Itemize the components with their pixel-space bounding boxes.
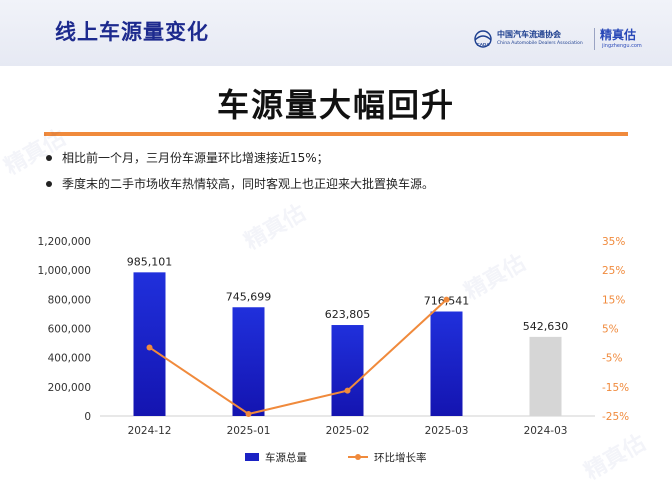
bar — [430, 311, 463, 416]
line-point — [344, 387, 351, 394]
x-tick-label: 2024-03 — [524, 425, 568, 437]
x-tick-label: 2025-01 — [227, 425, 271, 437]
association-name: 中国汽车流通协会 — [497, 30, 561, 39]
bullet-item: 相比前一个月，三月份车源量环比增速接近15%； — [44, 150, 644, 166]
bar-value-label: 985,101 — [127, 255, 173, 268]
association-name-en: China Automobile Dealers Association — [497, 41, 583, 46]
y-right-tick-label: -25% — [602, 411, 629, 423]
y-left-tick-label: 200,000 — [48, 382, 91, 394]
line-series-growth-rate — [148, 298, 448, 416]
legend-bar-label: 车源总量 — [265, 451, 307, 464]
header-bar — [0, 0, 672, 66]
bullet-text: 季度末的二手市场收车热情较高，同时客观上也正迎来大批置换车源。 — [62, 177, 435, 191]
y-right-tick-label: 15% — [602, 294, 625, 306]
jzg-logo: 精真估 jingzhengu.com — [600, 26, 664, 52]
y-left-tick-label: 1,000,000 — [38, 265, 91, 277]
y-left-tick-label: 800,000 — [48, 294, 91, 306]
bar-value-label: 745,699 — [226, 290, 272, 303]
bar-value-label: 623,805 — [325, 308, 371, 321]
line-point — [245, 410, 252, 417]
bar-value-label: 542,630 — [523, 320, 569, 333]
y-right-tick-label: -15% — [602, 382, 629, 394]
jzg-name: 精真估 — [600, 28, 637, 42]
y-left-tick-label: 0 — [84, 411, 91, 423]
section-title: 线上车源量变化 — [55, 20, 209, 44]
bullet-text: 相比前一个月，三月份车源量环比增速接近15%； — [62, 151, 329, 165]
bullet-item: 季度末的二手市场收车热情较高，同时客观上也正迎来大批置换车源。 — [44, 176, 644, 192]
y-right-tick-label: -5% — [602, 353, 622, 365]
y-left-tick-label: 1,200,000 — [38, 236, 91, 248]
y-right-tick-label: 35% — [602, 236, 625, 248]
association-logo: CADA 中国汽车流通协会 China Automobile Dealers A… — [472, 28, 590, 50]
line-point — [146, 344, 153, 351]
logo-divider — [594, 28, 595, 50]
line-point — [443, 296, 450, 303]
legend-line-label: 环比增长率 — [374, 451, 427, 464]
bar — [232, 307, 265, 416]
orange-divider — [44, 132, 628, 136]
bullet-dot-icon — [46, 181, 52, 187]
bullet-list: 相比前一个月，三月份车源量环比增速接近15%； 季度末的二手市场收车热情较高，同… — [44, 150, 644, 202]
x-tick-label: 2025-03 — [425, 425, 469, 437]
bar — [331, 325, 364, 416]
bar — [133, 272, 166, 416]
y-left-tick-label: 600,000 — [48, 324, 91, 336]
bar — [529, 336, 562, 416]
association-abbr: CADA — [477, 42, 491, 47]
bullet-dot-icon — [46, 155, 52, 161]
y-left-tick-label: 400,000 — [48, 353, 91, 365]
legend-line-marker — [355, 454, 361, 460]
association-emblem-icon: CADA — [474, 30, 492, 48]
x-tick-label: 2024-12 — [128, 425, 172, 437]
jzg-url: jingzhengu.com — [602, 43, 642, 49]
y-right-tick-label: 5% — [602, 324, 619, 336]
legend-bar-swatch — [245, 453, 259, 461]
headline: 车源量大幅回升 — [216, 86, 455, 124]
y-right-tick-label: 25% — [602, 265, 625, 277]
x-tick-label: 2025-02 — [326, 425, 370, 437]
